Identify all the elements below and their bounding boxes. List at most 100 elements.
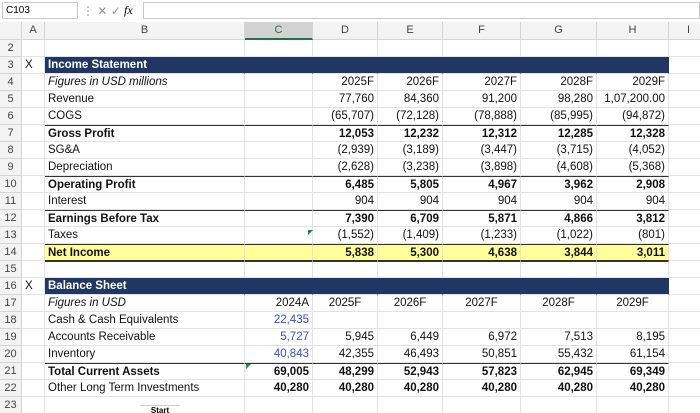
empty-cell[interactable] [669,261,700,278]
cell[interactable]: 904 [313,193,378,210]
empty-cell[interactable] [22,159,45,176]
cell[interactable]: 5,727 [245,329,313,346]
empty-cell[interactable] [313,57,378,74]
empty-cell[interactable] [669,278,700,295]
column-header[interactable]: B [45,22,245,40]
column-header[interactable]: C [245,22,313,40]
empty-cell[interactable] [378,57,443,74]
row-header[interactable]: 4 [0,74,22,91]
cell[interactable]: 61,154 [597,346,669,363]
empty-cell[interactable] [45,261,245,278]
cell[interactable]: 2026F [378,295,443,312]
cell[interactable]: (3,447) [443,142,521,159]
cell[interactable]: (5,368) [597,159,669,176]
cell[interactable]: 2025F [313,74,378,91]
cell[interactable]: 40,280 [245,380,313,397]
empty-cell[interactable] [669,380,700,397]
empty-cell[interactable] [45,397,245,413]
cell[interactable]: COGS [45,108,245,125]
empty-cell[interactable] [669,193,700,210]
empty-cell[interactable] [669,312,700,329]
row-header[interactable]: 13 [0,227,22,244]
cell[interactable]: 2026F [378,74,443,91]
column-header[interactable]: A [22,22,45,40]
empty-cell[interactable] [245,278,313,295]
empty-cell[interactable] [378,312,443,329]
row-header[interactable]: 10 [0,176,22,193]
empty-cell[interactable] [22,346,45,363]
empty-cell[interactable] [443,312,521,329]
row-header[interactable]: 17 [0,295,22,312]
cell[interactable]: X [22,278,45,295]
empty-cell[interactable] [378,397,443,413]
cell[interactable]: 7,513 [521,329,597,346]
empty-cell[interactable] [22,142,45,159]
empty-cell[interactable] [22,261,45,278]
row-header[interactable]: 20 [0,346,22,363]
empty-cell[interactable] [378,261,443,278]
empty-cell[interactable] [22,193,45,210]
cell[interactable]: (3,715) [521,142,597,159]
empty-cell[interactable] [669,91,700,108]
empty-cell[interactable] [521,312,597,329]
cell[interactable]: 2,908 [597,176,669,193]
cell[interactable]: (3,898) [443,159,521,176]
empty-cell[interactable] [443,397,521,413]
cell[interactable]: (4,608) [521,159,597,176]
row-header[interactable]: 7 [0,125,22,142]
row-header[interactable]: 5 [0,91,22,108]
cell[interactable]: 3,812 [597,210,669,227]
empty-cell[interactable] [669,159,700,176]
cell[interactable]: (1,233) [443,227,521,244]
empty-cell[interactable] [597,261,669,278]
cell[interactable]: 42,355 [313,346,378,363]
empty-cell[interactable] [443,278,521,295]
cell[interactable]: (4,052) [597,142,669,159]
empty-cell[interactable] [245,244,313,261]
cell[interactable]: 40,280 [443,380,521,397]
cell[interactable]: 8,195 [597,329,669,346]
row-header[interactable]: 9 [0,159,22,176]
cell[interactable]: (3,238) [378,159,443,176]
fx-button[interactable]: fx [124,3,133,17]
cell[interactable]: 98,280 [521,91,597,108]
empty-cell[interactable] [22,329,45,346]
empty-cell[interactable] [597,40,669,57]
cell[interactable]: 22,435 [245,312,313,329]
empty-cell[interactable] [597,397,669,413]
empty-cell[interactable] [669,108,700,125]
cell[interactable]: 5,838 [313,244,378,261]
cell[interactable]: SG&A [45,142,245,159]
cell[interactable]: 69,349 [597,363,669,380]
cell[interactable]: 2029F [597,74,669,91]
cell[interactable]: 2024A [245,295,313,312]
cell[interactable]: 2029F [597,295,669,312]
empty-cell[interactable] [22,363,45,380]
cell[interactable]: (85,995) [521,108,597,125]
cell[interactable]: (1,022) [521,227,597,244]
empty-cell[interactable] [22,40,45,57]
cell[interactable]: 84,360 [378,91,443,108]
empty-cell[interactable] [245,40,313,57]
column-header[interactable]: I [669,22,700,40]
cell[interactable]: (3,189) [378,142,443,159]
empty-cell[interactable] [245,125,313,142]
cell[interactable]: (65,707) [313,108,378,125]
cell[interactable]: Other Long Term Investments [45,380,245,397]
cell[interactable]: 50,851 [443,346,521,363]
cell[interactable]: Income Statement [45,57,245,74]
formula-input[interactable] [143,2,700,19]
cell[interactable]: Revenue [45,91,245,108]
cell[interactable]: 3,962 [521,176,597,193]
empty-cell[interactable] [245,159,313,176]
empty-cell[interactable] [22,227,45,244]
row-header[interactable]: 16 [0,278,22,295]
cell[interactable]: (1,409) [378,227,443,244]
row-header[interactable]: 14 [0,244,22,261]
cell[interactable]: 2027F [443,74,521,91]
row-header[interactable]: 12 [0,210,22,227]
row-header[interactable]: 22 [0,380,22,397]
cell[interactable]: 40,280 [313,380,378,397]
empty-cell[interactable] [22,210,45,227]
empty-cell[interactable] [22,125,45,142]
